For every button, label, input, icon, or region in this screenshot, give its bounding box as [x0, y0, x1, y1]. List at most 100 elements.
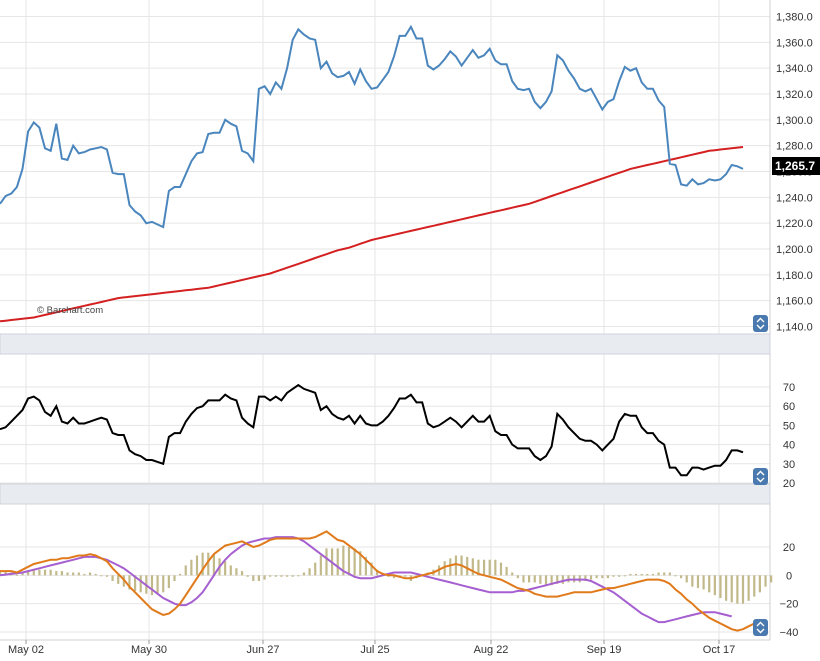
macd-histogram-bar [634, 573, 638, 576]
macd-histogram-bar [612, 575, 615, 577]
macd-y-tick-label: 20 [783, 542, 795, 554]
macd-histogram-bar [533, 575, 536, 583]
macd-histogram-bar [595, 575, 598, 579]
macd-histogram-bar [736, 575, 739, 604]
macd-histogram-bar [516, 575, 519, 579]
macd-histogram-bar [528, 575, 531, 583]
rsi-panel-scroll-button[interactable] [753, 468, 768, 485]
moving-average-line [0, 146, 744, 323]
chevron-up-down-icon [756, 317, 765, 330]
macd-histogram-bar [156, 575, 159, 594]
rsi-line [0, 383, 744, 477]
macd-histogram-bar [195, 555, 199, 576]
macd-histogram-bar [297, 575, 300, 577]
macd-histogram-bar [257, 575, 261, 581]
rsi-y-tick-label: 50 [783, 420, 795, 432]
rsi-y-tick-label: 60 [783, 401, 795, 413]
macd-histogram-bar [83, 573, 86, 576]
macd-histogram-bar [353, 548, 356, 576]
macd-histogram-bar [668, 572, 671, 576]
macd-histogram-bar [708, 575, 711, 593]
macd-histogram-bar [43, 569, 47, 576]
macd-histogram-bar [522, 575, 525, 583]
macd-histogram-bar [139, 575, 142, 593]
macd-histogram-bar [702, 575, 705, 590]
macd-histogram-bar [240, 571, 244, 576]
macd-histogram-bar [550, 575, 553, 586]
macd-histogram-bar [443, 561, 446, 576]
macd-histogram-bar [691, 575, 694, 587]
macd-histogram-bar [646, 573, 649, 576]
macd-histogram-bar [263, 575, 266, 580]
macd-histogram-bar [100, 575, 103, 577]
price-y-tick-label: 1,340.0 [776, 63, 813, 75]
macd-histogram-bar [482, 559, 486, 576]
x-tick-label: Oct 17 [703, 644, 735, 656]
macd-histogram-bar [741, 575, 745, 604]
macd-histogram-bar [713, 575, 716, 596]
macd-histogram-bar [651, 573, 655, 576]
macd-histogram-bar [454, 555, 458, 576]
axis-label-layer: 1,140.0 1,160.0 1,180.0 1,200.0 1,220.0 1,240… [8, 12, 813, 657]
macd-histogram-bar [252, 575, 255, 581]
macd-histogram-bar [359, 551, 362, 576]
macd-histogram-bar [685, 575, 688, 583]
macd-histogram-bar [207, 552, 210, 576]
macd-histogram-bar [269, 575, 272, 577]
price-panel-scroll-button[interactable] [753, 315, 768, 332]
macd-histogram-bar [212, 554, 215, 576]
macd-histogram-bar [167, 575, 170, 589]
last-price-label: 1,265.7 [775, 159, 815, 173]
macd-histogram-bar [589, 575, 593, 580]
macd-histogram-bar [696, 575, 700, 589]
barchart-watermark: © Barchart.com [37, 305, 103, 316]
price-y-tick-label: 1,240.0 [776, 192, 813, 204]
macd-histogram-bar [117, 575, 120, 584]
macd-panel-scroll-button[interactable] [753, 619, 768, 636]
macd-histogram-bar [488, 559, 491, 576]
macd-y-tick-label: −40 [780, 627, 799, 639]
macd-histogram-bar [0, 571, 2, 576]
macd-histogram-bar [32, 569, 35, 576]
macd-histogram-bar [606, 575, 610, 579]
panel-separator-rsi-macd [0, 483, 771, 505]
macd-histogram-bar [561, 575, 564, 584]
macd-histogram-bar [27, 571, 30, 576]
price-y-tick-label: 1,220.0 [776, 218, 813, 230]
x-tick-label: May 30 [131, 644, 167, 656]
price-y-tick-label: 1,140.0 [776, 322, 813, 334]
macd-signal-line [0, 536, 732, 624]
macd-histogram-bar [229, 565, 232, 576]
macd-histogram-bar [342, 545, 345, 576]
macd-histogram-bar [49, 569, 52, 576]
panel-separator-price-rsi [0, 333, 771, 355]
macd-histogram-bar [730, 575, 733, 603]
price-line [0, 24, 744, 229]
macd-histogram-bar [4, 571, 7, 576]
macd-histogram-bar [190, 559, 193, 576]
macd-histogram-bar [376, 569, 379, 576]
price-y-tick-label: 1,200.0 [776, 244, 813, 256]
macd-line [0, 530, 755, 632]
macd-histogram-bar [392, 575, 396, 579]
macd-histogram-bar [88, 572, 92, 576]
macd-histogram-bar [94, 573, 97, 576]
price-y-tick-label: 1,360.0 [776, 37, 813, 49]
macd-histogram-bar [314, 562, 317, 576]
macd-histogram-bar [471, 558, 474, 576]
macd-histogram-bar [584, 575, 587, 581]
macd-histogram-bar [150, 575, 154, 596]
macd-histogram-bar [674, 575, 677, 577]
macd-histogram-bar [280, 575, 283, 577]
price-y-tick-label: 1,380.0 [776, 12, 813, 24]
macd-histogram-bar [679, 575, 683, 579]
macd-histogram-bar [556, 575, 559, 584]
macd-histogram-bar [235, 568, 238, 576]
macd-histogram-bar [404, 575, 407, 577]
macd-histogram-bar [601, 575, 604, 579]
macd-histogram-bar [623, 575, 626, 577]
macd-histogram-bar [499, 562, 503, 576]
macd-histogram-bar [285, 575, 289, 577]
macd-histogram-bar [336, 548, 339, 576]
